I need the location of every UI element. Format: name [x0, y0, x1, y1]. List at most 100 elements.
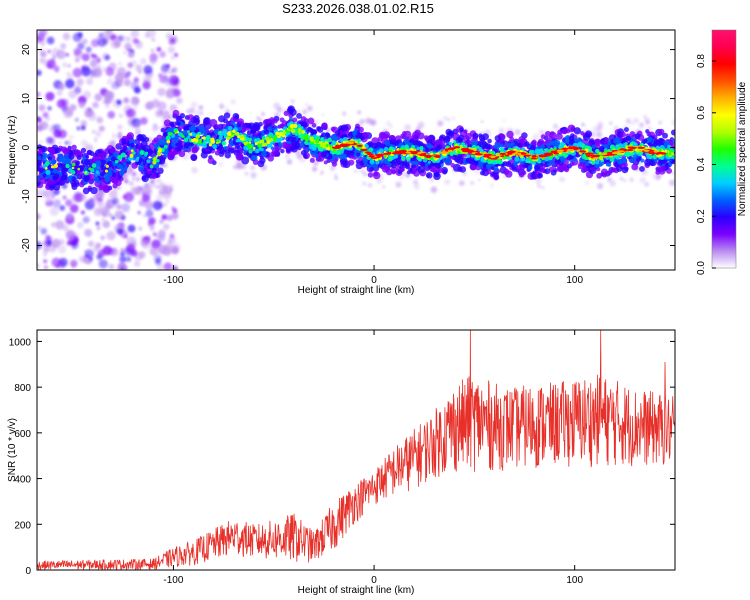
heatmap-cell	[599, 166, 602, 169]
heatmap-cell	[311, 123, 317, 128]
heatmap-cell	[150, 48, 155, 53]
heatmap-cell	[434, 155, 441, 158]
heatmap-cell	[236, 125, 243, 132]
heatmap-cell	[165, 135, 171, 141]
heatmap-cell	[483, 155, 490, 158]
heatmap-cell	[65, 199, 73, 207]
heatmap-cell	[144, 32, 150, 38]
heatmap-cell	[190, 153, 198, 161]
heatmap-cell	[125, 109, 133, 118]
heatmap-cell	[537, 172, 543, 179]
heatmap-cell	[555, 156, 560, 160]
heatmap-cell	[637, 146, 646, 149]
heatmap-cell	[134, 105, 138, 109]
heatmap-cell	[57, 83, 65, 91]
heatmap-cell	[430, 186, 438, 193]
heatmap-cell	[81, 193, 85, 198]
heatmap-cell	[74, 117, 80, 123]
heatmap-cell	[103, 90, 113, 100]
heatmap-cell	[113, 40, 122, 48]
heatmap-cell	[167, 115, 172, 120]
heatmap-cell	[591, 144, 596, 149]
heatmap-cell	[210, 131, 215, 136]
heatmap-cell	[60, 146, 67, 153]
heatmap-cell	[340, 124, 348, 132]
heatmap-cell	[437, 144, 443, 150]
heatmap-cell	[218, 151, 225, 157]
heatmap-cell	[187, 114, 195, 121]
heatmap-cell	[78, 101, 86, 108]
heatmap-cell	[319, 172, 324, 176]
heatmap-cell	[465, 139, 471, 145]
heatmap-cell	[131, 171, 137, 177]
heatmap-cell	[142, 75, 152, 85]
heatmap-cell	[142, 214, 147, 218]
heatmap-cell	[457, 153, 463, 159]
heatmap-cell	[53, 65, 60, 72]
heatmap-cell	[178, 150, 186, 158]
heatmap-cell	[609, 180, 616, 187]
heatmap-cell	[76, 174, 83, 180]
heatmap-cell	[404, 124, 411, 132]
heatmap-cell	[130, 142, 135, 148]
heatmap-cell	[338, 153, 345, 160]
heatmap-cell	[459, 127, 464, 132]
heatmap-cell	[269, 132, 273, 136]
heatmap-cell	[62, 108, 73, 119]
heatmap-cell	[360, 148, 369, 152]
heatmap-cell	[191, 166, 198, 174]
heatmap-cell	[519, 138, 524, 144]
heatmap-cell	[155, 234, 160, 238]
heatmap-cell	[585, 161, 590, 166]
heatmap-cell	[490, 156, 496, 159]
heatmap-cell	[114, 73, 125, 83]
heatmap-cell	[96, 116, 104, 124]
heatmap-cell	[88, 112, 97, 121]
heatmap-cell	[128, 181, 134, 187]
heatmap-cell	[426, 142, 432, 149]
heatmap-cell	[544, 168, 551, 175]
heatmap-cell	[581, 122, 584, 125]
heatmap-cell	[81, 53, 90, 62]
heatmap-cell	[620, 131, 626, 138]
heatmap-cell	[230, 120, 236, 126]
heatmap-cell	[284, 153, 291, 159]
heatmap-cell	[227, 131, 232, 137]
heatmap-cell	[107, 110, 116, 119]
heatmap-cell	[161, 69, 168, 76]
heatmap-cell	[258, 118, 263, 122]
heatmap-cell	[115, 143, 122, 150]
heatmap-cell	[284, 133, 289, 137]
heatmap-cell	[403, 161, 407, 166]
heatmap-cell	[37, 179, 41, 187]
heatmap-cell	[70, 170, 76, 175]
heatmap-cell	[170, 245, 179, 254]
heatmap-cell	[230, 98, 236, 105]
heatmap-cell	[52, 123, 61, 133]
heatmap-cell	[37, 33, 45, 42]
heatmap-cell	[659, 138, 666, 145]
heatmap-cell	[37, 117, 42, 123]
heatmap-cell	[383, 154, 387, 159]
heatmap-cell	[357, 126, 364, 133]
heatmap-cell	[136, 121, 141, 126]
heatmap-cell	[365, 151, 371, 154]
heatmap-cell	[58, 257, 68, 267]
heatmap-cell	[40, 30, 45, 36]
heatmap-cell	[498, 127, 505, 134]
heatmap-cell	[562, 128, 568, 134]
spectrogram-y-tick-label: -10	[21, 189, 32, 204]
heatmap-cell	[270, 146, 275, 150]
heatmap-cell	[309, 157, 315, 163]
heatmap-cell	[294, 130, 300, 136]
heatmap-cell	[465, 157, 473, 164]
heatmap-cell	[156, 257, 161, 262]
heatmap-cell	[655, 152, 660, 155]
heatmap-cell	[531, 139, 537, 145]
heatmap-cell	[71, 241, 79, 249]
heatmap-cell	[103, 100, 108, 105]
heatmap-cell	[125, 197, 130, 203]
heatmap-cell	[623, 179, 627, 183]
heatmap-cell	[169, 78, 179, 88]
heatmap-cell	[362, 157, 367, 162]
